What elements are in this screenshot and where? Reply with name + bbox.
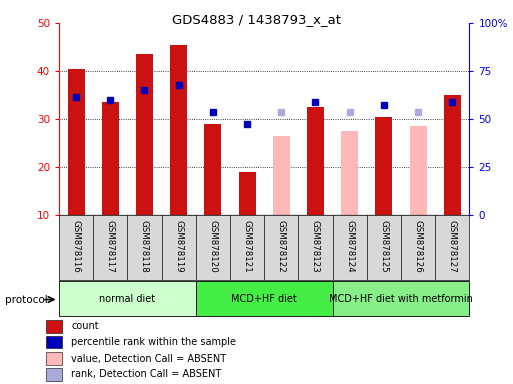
Text: GSM878123: GSM878123 [311, 220, 320, 273]
Text: GSM878122: GSM878122 [277, 220, 286, 273]
Bar [102, 102, 119, 215]
Text: GSM878121: GSM878121 [243, 220, 251, 273]
Bar [239, 172, 255, 215]
Bar [46, 352, 62, 365]
Bar [341, 131, 358, 215]
Bar [444, 95, 461, 215]
Text: GSM878120: GSM878120 [208, 220, 218, 273]
Bar [376, 117, 392, 215]
Bar [68, 69, 85, 215]
Text: GSM878117: GSM878117 [106, 220, 115, 273]
Text: percentile rank within the sample: percentile rank within the sample [71, 337, 236, 347]
Bar [46, 320, 62, 333]
Text: GSM878124: GSM878124 [345, 220, 354, 273]
Text: value, Detection Call = ABSENT: value, Detection Call = ABSENT [71, 354, 226, 364]
Bar [59, 281, 196, 316]
Text: MCD+HF diet: MCD+HF diet [231, 293, 297, 304]
Text: MCD+HF diet with metformin: MCD+HF diet with metformin [329, 293, 473, 304]
Text: GSM878125: GSM878125 [380, 220, 388, 273]
Bar [136, 54, 153, 215]
Bar [273, 136, 290, 215]
Text: protocol: protocol [5, 295, 48, 305]
Bar [409, 126, 427, 215]
Bar [170, 45, 187, 215]
Bar [46, 336, 62, 349]
Text: GSM878127: GSM878127 [448, 220, 457, 273]
Text: GSM878119: GSM878119 [174, 220, 183, 273]
Text: GDS4883 / 1438793_x_at: GDS4883 / 1438793_x_at [172, 13, 341, 26]
Bar [204, 124, 222, 215]
Text: GSM878126: GSM878126 [413, 220, 423, 273]
Text: count: count [71, 321, 98, 331]
Text: rank, Detection Call = ABSENT: rank, Detection Call = ABSENT [71, 369, 221, 379]
Text: GSM878116: GSM878116 [72, 220, 81, 273]
Text: GSM878118: GSM878118 [140, 220, 149, 273]
Bar [307, 107, 324, 215]
Text: normal diet: normal diet [100, 293, 155, 304]
Bar [46, 368, 62, 381]
Bar [332, 281, 469, 316]
Bar [196, 281, 332, 316]
